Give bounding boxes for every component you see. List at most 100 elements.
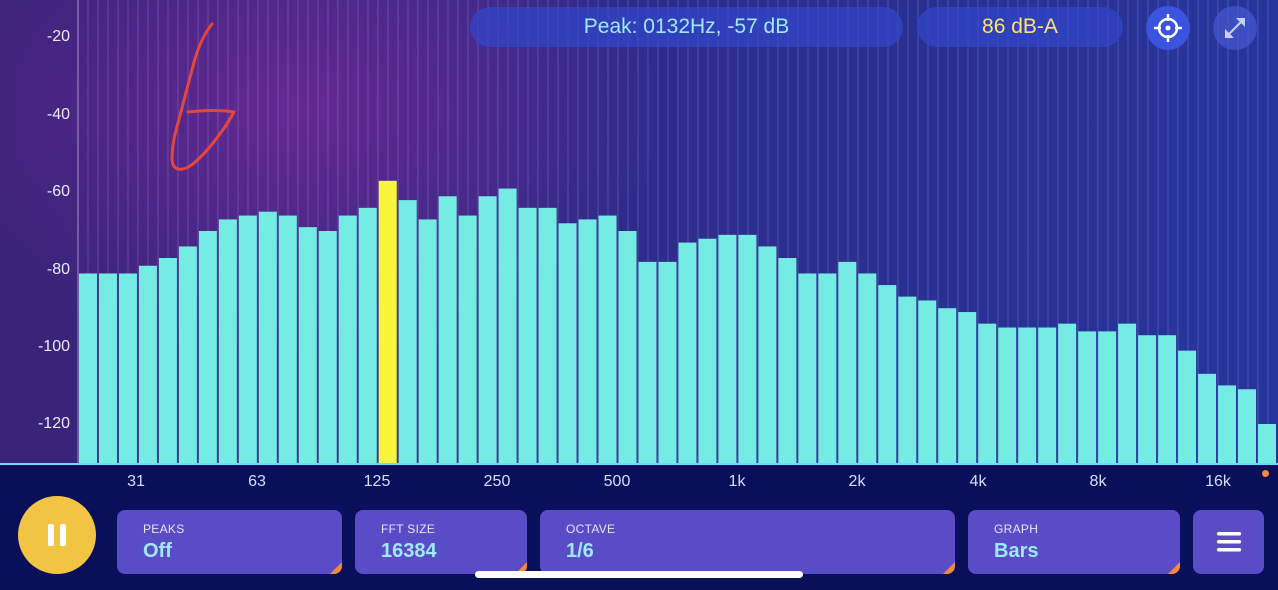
spectrum-bar [838, 261, 857, 463]
sound-level-readout: 86 dB-A [917, 7, 1123, 47]
spectrum-bar [778, 258, 797, 463]
x-tick-label: 4k [969, 473, 987, 490]
spectrum-bar [1078, 331, 1097, 463]
spectrum-bar [818, 273, 837, 463]
dropdown-corner-icon [943, 562, 955, 574]
graph-control[interactable]: GRAPH Bars [968, 510, 1180, 574]
spectrum-bar [578, 219, 597, 463]
spectrum-bar [1158, 335, 1177, 463]
spectrum-bar [158, 258, 177, 463]
home-indicator[interactable] [475, 571, 803, 578]
spectrum-bar [1198, 373, 1217, 463]
x-tick-label: 500 [603, 473, 631, 490]
fft-size-title: FFT SIZE [381, 522, 436, 536]
spectrum-bar [178, 246, 197, 463]
indicator-dot [1262, 470, 1269, 477]
fft-size-control[interactable]: FFT SIZE 16384 [355, 510, 527, 574]
spectrum-bar [418, 219, 437, 463]
menu-button[interactable] [1193, 510, 1264, 574]
pause-button[interactable] [18, 496, 96, 574]
spectrum-bar [1118, 323, 1137, 463]
spectrum-bar [698, 238, 717, 463]
octave-title: OCTAVE [566, 522, 616, 536]
peaks-value: Off [143, 540, 172, 562]
spectrum-bar [518, 207, 537, 463]
crosshair-icon [1154, 14, 1182, 42]
spectrum-bar [358, 207, 377, 463]
handwritten-annotation [170, 22, 236, 171]
graph-value: Bars [994, 540, 1039, 562]
x-tick-label: 8k [1089, 473, 1107, 490]
hamburger-menu-icon [1216, 532, 1241, 552]
y-tick-label: -40 [46, 106, 70, 123]
spectrum-bar [1138, 335, 1157, 463]
spectrum-bar [438, 196, 457, 463]
x-tick-label: 63 [248, 473, 266, 490]
spectrum-bar [798, 273, 817, 463]
y-tick-label: -100 [37, 338, 70, 355]
spectrum-bar [1058, 323, 1077, 463]
spectrum-bar [258, 211, 277, 463]
y-tick-label: -60 [46, 183, 70, 200]
x-tick-label: 125 [363, 473, 391, 490]
spectrum-bar [658, 261, 677, 463]
spectrum-bar [238, 215, 257, 463]
spectrum-bar [338, 215, 357, 463]
expand-icon [1225, 18, 1245, 38]
spectrum-bar [478, 196, 497, 463]
x-tick-label: 31 [127, 473, 145, 490]
spectrum-bar [598, 215, 617, 463]
spectrum-bar [79, 273, 97, 463]
spectrum-bar [898, 296, 917, 463]
spectrum-bar [398, 200, 417, 463]
spectrum-bar [498, 188, 517, 464]
sound-level-text: 86 dB-A [982, 15, 1058, 38]
pause-icon [48, 524, 66, 546]
x-tick-label: 2k [848, 473, 866, 490]
spectrum-bar [998, 327, 1017, 463]
spectrum-bar [458, 215, 477, 463]
peak-target-button[interactable] [1146, 6, 1190, 50]
spectrum-bar [978, 323, 997, 463]
spectrum-bar [938, 308, 957, 463]
peak-readout-text: Peak: 0132Hz, -57 dB [583, 15, 790, 38]
spectrum-bar [758, 246, 777, 463]
octave-control[interactable]: OCTAVE 1/6 [540, 510, 955, 574]
spectrum-plot-area[interactable]: -20 -40 -60 -80 -100 -120 Peak: 0132Hz, … [0, 0, 1278, 465]
spectrum-bar [618, 231, 637, 463]
spectrum-bar [638, 261, 657, 463]
fft-size-value: 16384 [381, 540, 437, 562]
graph-title: GRAPH [994, 522, 1039, 536]
spectrum-bar [198, 231, 217, 463]
dropdown-corner-icon [330, 562, 342, 574]
expand-button[interactable] [1213, 6, 1257, 50]
x-axis-line [0, 463, 1278, 465]
spectrum-bar [118, 273, 137, 463]
x-tick-label: 250 [483, 473, 511, 490]
x-tick-label: 1k [728, 473, 746, 490]
y-tick-label: -20 [46, 28, 70, 45]
peak-readout: Peak: 0132Hz, -57 dB [470, 7, 903, 47]
spectrum-bar [1238, 389, 1257, 463]
spectrum-bar [1018, 327, 1037, 463]
spectrum-bar [878, 285, 897, 463]
spectrum-bar [318, 231, 337, 463]
peaks-control[interactable]: PEAKS Off [117, 510, 342, 574]
spectrum-bar [1038, 327, 1057, 463]
spectrum-bar [1218, 385, 1237, 463]
spectrum-bar [1178, 350, 1197, 463]
spectrum-bar [738, 234, 757, 463]
spectrum-chart [77, 0, 1276, 464]
peak-bar [378, 180, 397, 463]
spectrum-bar [98, 273, 117, 463]
y-tick-label: -80 [46, 261, 70, 278]
dropdown-corner-icon [1168, 562, 1180, 574]
spectrum-bar [1098, 331, 1117, 463]
spectrum-bar [218, 219, 237, 463]
x-tick-label: 16k [1205, 473, 1231, 490]
spectrum-bar [558, 223, 577, 463]
spectrum-bar [298, 227, 317, 463]
spectrum-bar [278, 215, 297, 463]
spectrum-bar [858, 273, 877, 463]
spectrum-bar [958, 312, 977, 463]
